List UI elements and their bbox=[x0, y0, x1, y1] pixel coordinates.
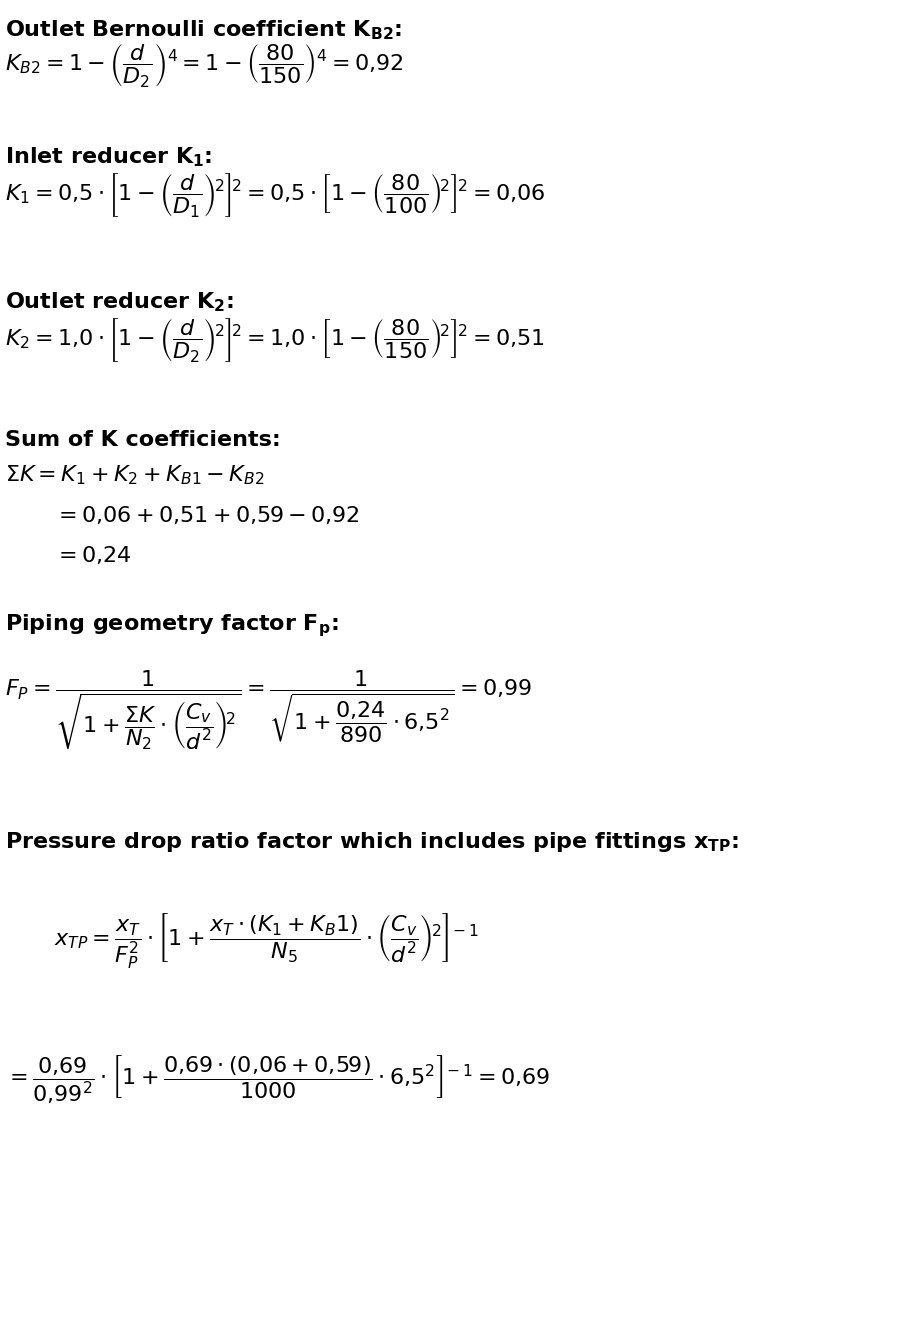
Text: Piping geometry factor $\mathbf{F_p}$:: Piping geometry factor $\mathbf{F_p}$: bbox=[5, 611, 338, 639]
Text: $K_1 = 0{,}5 \cdot \left[1 - \left(\dfrac{d}{D_1}\right)^{\!2}\right]^{\!2} = 0{: $K_1 = 0{,}5 \cdot \left[1 - \left(\dfra… bbox=[5, 171, 545, 219]
Text: $F_P = \dfrac{1}{\sqrt{1 + \dfrac{\Sigma K}{N_2} \cdot \left(\dfrac{C_v}{d^2}\ri: $F_P = \dfrac{1}{\sqrt{1 + \dfrac{\Sigma… bbox=[5, 669, 532, 752]
Text: $= 0{,}06 + 0{,}51 + 0{,}59 - 0{,}92$: $= 0{,}06 + 0{,}51 + 0{,}59 - 0{,}92$ bbox=[54, 505, 360, 526]
Text: $K_2 = 1{,}0 \cdot \left[1 - \left(\dfrac{d}{D_2}\right)^{\!2}\right]^{\!2} = 1{: $K_2 = 1{,}0 \cdot \left[1 - \left(\dfra… bbox=[5, 316, 544, 364]
Text: Pressure drop ratio factor which includes pipe fittings $\mathbf{x_{TP}}$:: Pressure drop ratio factor which include… bbox=[5, 830, 738, 854]
Text: Sum of K coefficients:: Sum of K coefficients: bbox=[5, 430, 281, 450]
Text: Outlet Bernoulli coefficient $\mathbf{K_{B2}}$:: Outlet Bernoulli coefficient $\mathbf{K_… bbox=[5, 17, 401, 41]
Text: Outlet reducer $\mathbf{K_2}$:: Outlet reducer $\mathbf{K_2}$: bbox=[5, 290, 233, 314]
Text: Inlet reducer $\mathbf{K_1}$:: Inlet reducer $\mathbf{K_1}$: bbox=[5, 146, 212, 168]
Text: $= 0{,}24$: $= 0{,}24$ bbox=[54, 543, 132, 566]
Text: $K_{B2} = 1 - \left(\dfrac{d}{D_2}\right)^{4} = 1 - \left(\dfrac{80}{150}\right): $K_{B2} = 1 - \left(\dfrac{d}{D_2}\right… bbox=[5, 41, 403, 89]
Text: $\Sigma K = K_1 + K_2 + K_{B1} - K_{B2}$: $\Sigma K = K_1 + K_2 + K_{B1} - K_{B2}$ bbox=[5, 463, 264, 487]
Text: $x_{TP} = \dfrac{x_T}{F_P^2} \cdot \left[1 + \dfrac{x_T \cdot (K_1 + K_B 1)}{N_5: $x_{TP} = \dfrac{x_T}{F_P^2} \cdot \left… bbox=[54, 910, 479, 969]
Text: $= \dfrac{0{,}69}{0{,}99^2} \cdot \left[1 + \dfrac{0{,}69 \cdot (0{,}06 + 0{,}59: $= \dfrac{0{,}69}{0{,}99^2} \cdot \left[… bbox=[5, 1053, 550, 1107]
